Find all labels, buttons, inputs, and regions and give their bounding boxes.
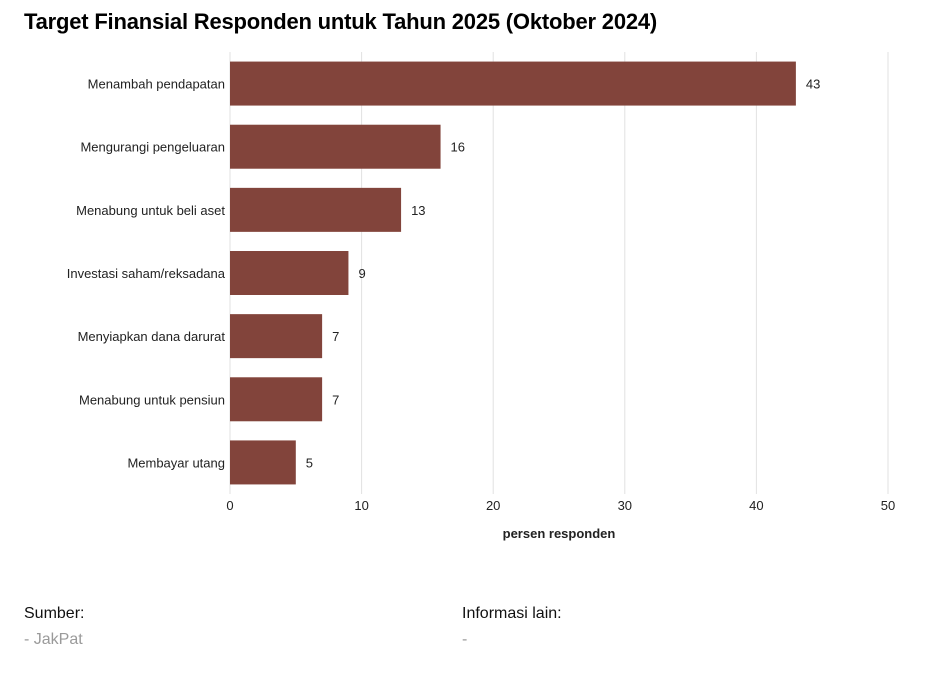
category-labels: Menambah pendapatan Mengurangi pengeluara…	[67, 77, 226, 471]
source-value: - JakPat	[24, 631, 83, 648]
category-label: Menambah pendapatan	[88, 77, 225, 92]
category-label: Mengurangi pengeluaran	[80, 140, 225, 155]
x-tick-label: 40	[749, 498, 763, 513]
category-label: Menabung untuk beli aset	[76, 203, 225, 218]
x-tick-label: 30	[618, 498, 632, 513]
bar-value-label: 7	[332, 329, 339, 344]
bar-value-label: 7	[332, 392, 339, 407]
category-label: Menyiapkan dana darurat	[78, 329, 226, 344]
bar-value-label: 43	[806, 77, 820, 92]
x-tick-label: 50	[881, 498, 895, 513]
bar	[230, 377, 323, 422]
bar-value-label: 9	[358, 266, 365, 281]
bars	[230, 61, 796, 485]
category-label: Menabung untuk pensiun	[79, 392, 225, 407]
bar	[230, 314, 323, 359]
bar	[230, 251, 349, 295]
info-section: Informasi lain: -	[462, 605, 562, 649]
x-tick-label: 0	[226, 498, 233, 513]
source-section: Sumber: - JakPat	[24, 605, 84, 649]
bar-value-label: 13	[411, 203, 425, 218]
chart-title: Target Finansial Responden untuk Tahun 2…	[24, 9, 658, 34]
x-tick-label: 10	[354, 498, 368, 513]
bar	[230, 61, 796, 106]
source-label: Sumber:	[24, 605, 85, 622]
x-axis-ticks: 0 10 20 30 40 50	[226, 498, 895, 513]
bar	[230, 124, 441, 169]
x-axis-label: persen responden	[503, 526, 616, 541]
category-label: Membayar utang	[127, 455, 225, 470]
x-tick-label: 20	[486, 498, 500, 513]
bar-value-label: 5	[306, 455, 313, 470]
bar-chart: 43 16 13 9 7 7 5 Menambah pendapatan Mengurangi…	[67, 52, 895, 541]
info-value: -	[462, 631, 468, 648]
bar	[230, 187, 402, 232]
bar-value-label: 16	[451, 140, 465, 155]
bar	[230, 440, 296, 485]
category-label: Investasi saham/reksadana	[67, 266, 226, 281]
info-label: Informasi lain:	[462, 605, 562, 622]
value-labels: 43 16 13 9 7 7 5	[306, 77, 821, 471]
